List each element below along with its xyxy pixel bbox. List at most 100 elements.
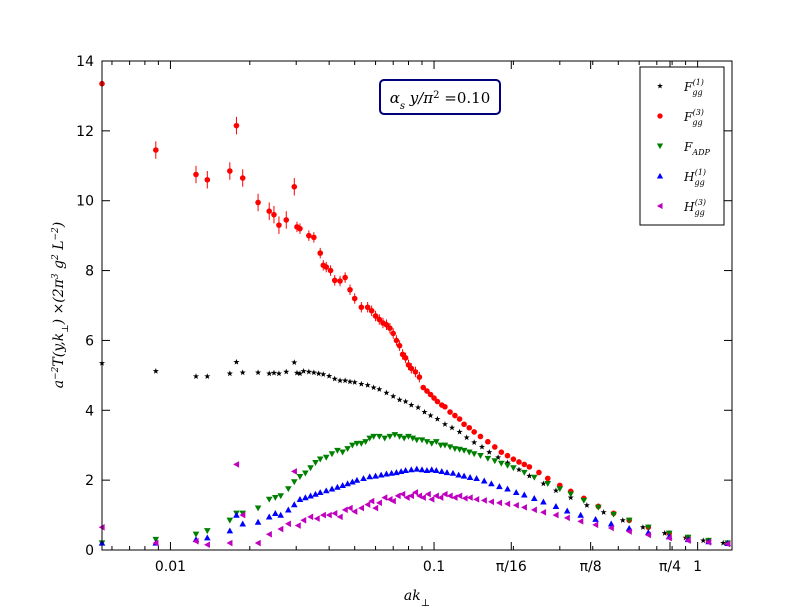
data-point [415,404,422,411]
data-point [351,379,358,385]
series-1 [99,74,731,546]
data-point [302,470,309,477]
data-point [296,474,304,480]
data-point [639,524,646,530]
data-point [665,534,672,542]
data-point [552,487,559,494]
data-point [504,459,511,466]
legend-entry-1: Fgg(3) [657,108,704,127]
data-point [580,497,588,504]
data-point [193,171,199,178]
data-point [283,217,290,223]
data-point [405,433,412,440]
data-point [283,368,290,375]
y-tick-label: 12 [76,124,94,140]
data-point [607,524,614,532]
data-point [521,504,527,511]
data-point [285,520,291,528]
data-point [419,494,426,501]
data-point [277,525,284,533]
data-point [383,389,390,396]
annotation-box: αs y/π2 =0.10 [379,79,501,115]
data-point [504,500,511,508]
data-point [452,412,458,419]
data-point [448,424,456,431]
data-point [455,471,462,478]
data-point [312,460,319,466]
x-tick-label: π/4 [659,559,681,575]
data-point [315,370,322,377]
x-tick-label: 0.01 [155,559,186,575]
data-point [239,511,246,519]
data-point [328,451,336,458]
data-point [265,513,273,520]
legend-label: Fgg(1) [683,78,704,97]
data-point [153,147,159,153]
legend-entry-2: FADP [656,140,711,157]
y-tick-label: 2 [85,473,94,489]
data-point [358,380,365,387]
data-point [272,510,279,516]
data-point [351,295,358,302]
data-point [393,337,400,344]
data-point [270,369,277,376]
data-point [515,466,523,473]
data-point [526,464,533,470]
data-point [226,517,234,524]
data-point [495,454,502,461]
data-point [645,531,651,539]
data-point [313,515,320,522]
data-point [349,442,356,449]
data-point [544,480,552,487]
data-point [364,501,371,508]
data-point [275,370,282,377]
plot-frame [101,60,733,551]
data-point [592,515,599,522]
data-point [389,497,396,505]
data-point [477,433,484,440]
data-point [413,465,421,472]
data-point [409,435,417,442]
legend-marker [656,172,664,179]
x-axis-title-sub: ⊥ [421,598,430,609]
data-point [510,456,517,462]
data-point [322,454,330,461]
data-point [322,487,330,494]
data-point [394,492,401,500]
data-point [337,377,344,384]
data-point [536,469,542,476]
data-point [461,421,467,428]
data-point [277,511,285,518]
legend-label: Fgg(3) [683,108,704,127]
data-point [383,470,390,477]
data-point [337,278,343,284]
data-point [720,539,727,546]
data-point [376,433,383,440]
data-point [328,485,336,492]
data-point [521,469,528,476]
data-point [442,403,448,410]
data-point [290,501,298,508]
data-point [347,286,353,293]
x-tick-label: 1 [693,559,702,575]
legend-marker [656,202,663,210]
series-2 [98,432,731,547]
data-point [265,496,273,503]
data-point [293,369,301,376]
data-point [233,358,240,365]
legend-marker [656,143,664,150]
data-point [437,442,445,449]
data-point [477,453,484,459]
data-point [372,472,379,479]
data-point [297,225,303,232]
data-point [305,368,312,375]
data-point [456,428,463,435]
data-point [266,370,273,377]
data-point [540,498,547,505]
data-point [152,367,159,374]
data-point [358,440,365,447]
data-point [427,412,434,419]
data-point [443,469,451,476]
data-point [388,469,395,476]
data-point [577,511,584,518]
